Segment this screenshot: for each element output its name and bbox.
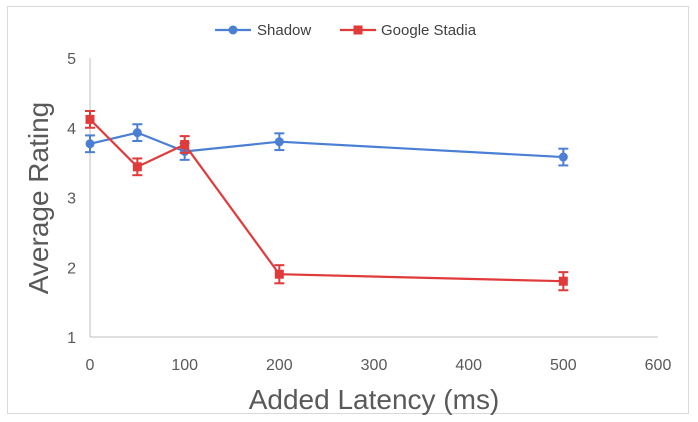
series-line — [89, 131, 564, 159]
y-axis-title: Average Rating — [23, 102, 54, 295]
x-axis-title: Added Latency (ms) — [249, 384, 500, 415]
data-point — [274, 269, 284, 279]
data-point — [558, 276, 568, 286]
legend-marker — [353, 25, 363, 35]
y-tick-label: 1 — [67, 330, 76, 347]
series-google-stadia — [85, 110, 569, 292]
x-tick-label: 300 — [361, 357, 388, 374]
data-point — [558, 152, 568, 162]
y-tick-label: 5 — [67, 51, 76, 68]
data-point — [85, 114, 95, 124]
data-point — [132, 162, 142, 172]
x-tick-label: 600 — [645, 357, 672, 374]
y-tick-label: 2 — [67, 260, 76, 277]
data-point — [180, 139, 190, 149]
legend-label: Google Stadia — [381, 22, 477, 39]
x-tick-label: 0 — [86, 357, 95, 374]
legend-item: Google Stadia — [340, 22, 477, 39]
y-tick-label: 3 — [67, 191, 76, 208]
legend-item: Shadow — [215, 22, 311, 39]
chart-frame — [7, 6, 689, 414]
x-tick-label: 500 — [550, 357, 577, 374]
data-point — [85, 139, 95, 149]
x-tick-label: 400 — [455, 357, 482, 374]
y-tick-label: 4 — [67, 121, 76, 138]
series-shadow — [85, 123, 569, 167]
x-tick-label: 200 — [266, 357, 293, 374]
legend-label: Shadow — [257, 22, 311, 39]
legend-marker — [228, 25, 238, 35]
data-point — [132, 128, 142, 138]
data-point — [274, 137, 284, 147]
x-tick-label: 100 — [171, 357, 198, 374]
